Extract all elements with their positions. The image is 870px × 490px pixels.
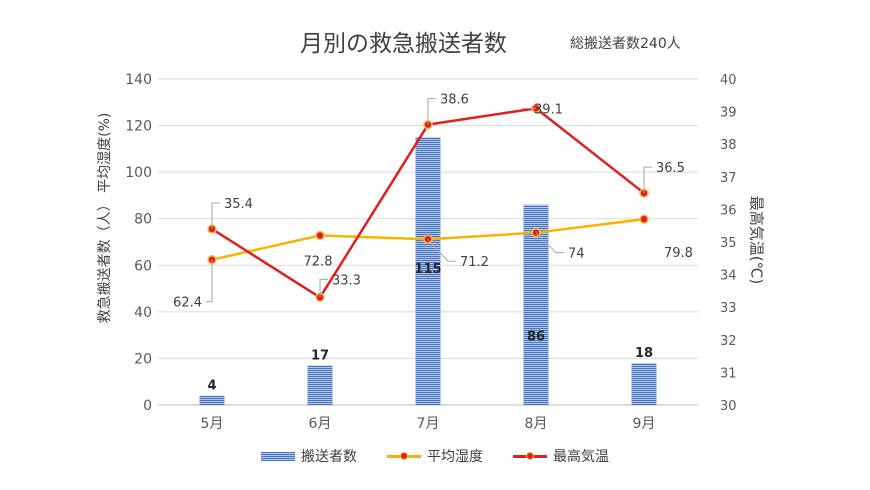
left-tick-label: 80 <box>134 212 152 228</box>
left-tick-label: 140 <box>125 72 152 88</box>
legend-label-humidity: 平均湿度 <box>427 449 483 465</box>
right-tick-label: 31 <box>720 366 737 381</box>
bar-value-label: 18 <box>635 346 653 361</box>
x-tick-label: 6月 <box>309 416 332 432</box>
right-tick-label: 36 <box>720 203 737 218</box>
right-tick-label: 35 <box>720 236 737 251</box>
legend: 搬送者数 平均湿度 最高気温 <box>0 446 870 466</box>
humidity-value-label: 79.8 <box>664 246 693 261</box>
right-tick-label: 37 <box>720 171 737 186</box>
humidity-value-label: 62.4 <box>173 296 202 311</box>
legend-label-transport: 搬送者数 <box>301 449 357 465</box>
leader-line <box>427 238 456 262</box>
right-tick-label: 32 <box>720 334 737 349</box>
point-humidity <box>639 214 649 224</box>
temperature-value-label: 36.5 <box>656 161 685 176</box>
leader-line <box>643 166 652 194</box>
left-axis-label: 救急搬送者数（人） 平均湿度(%) <box>97 112 113 324</box>
x-tick-label: 5月 <box>201 416 224 432</box>
legend-label-temperature: 最高気温 <box>553 449 609 465</box>
chart-title: 月別の救急搬送者数 <box>300 31 507 57</box>
legend-item-transport: 搬送者数 <box>261 446 357 466</box>
bar-transport <box>415 137 441 405</box>
bar-transport <box>631 363 657 405</box>
left-tick-label: 100 <box>125 165 152 181</box>
point-humidity <box>315 230 325 241</box>
right-tick-label: 34 <box>720 269 737 284</box>
temperature-value-label: 35.4 <box>224 197 253 212</box>
legend-bar-swatch <box>261 451 295 461</box>
right-axis-label: 最高気温(℃) <box>747 195 766 285</box>
humidity-value-label: 71.2 <box>460 255 489 270</box>
right-tick-label: 40 <box>720 73 737 88</box>
bar-transport <box>523 204 549 405</box>
bar-transport <box>199 395 225 405</box>
chart-subtitle: 総搬送者数240人 <box>570 36 681 52</box>
leader-line <box>535 232 564 254</box>
left-tick-label: 60 <box>134 258 152 274</box>
left-tick-label: 120 <box>125 119 152 135</box>
right-tick-label: 39 <box>720 106 737 121</box>
right-tick-label: 30 <box>720 399 737 414</box>
x-tick-label: 9月 <box>633 416 656 432</box>
bar-transport <box>307 365 333 405</box>
left-tick-label: 40 <box>134 305 152 321</box>
left-tick-label: 0 <box>143 398 152 414</box>
legend-line-swatch-humidity <box>387 449 421 463</box>
bar-value-label: 86 <box>527 330 545 345</box>
right-tick-label: 38 <box>720 138 737 153</box>
temperature-value-label: 38.6 <box>440 93 469 108</box>
legend-item-temperature: 最高気温 <box>513 446 609 466</box>
left-tick-label: 20 <box>134 351 152 367</box>
bar-value-label: 4 <box>207 379 216 394</box>
humidity-value-label: 72.8 <box>304 254 333 269</box>
temperature-value-label: 33.3 <box>332 273 361 288</box>
leader-line <box>206 259 213 303</box>
leader-line <box>211 202 220 229</box>
x-tick-label: 8月 <box>525 416 548 432</box>
humidity-value-label: 74 <box>568 247 585 262</box>
x-tick-label: 7月 <box>417 416 440 432</box>
leader-line <box>427 98 436 125</box>
right-tick-label: 33 <box>720 301 737 316</box>
bar-value-label: 17 <box>311 348 329 363</box>
legend-item-humidity: 平均湿度 <box>387 446 483 466</box>
temperature-value-label: 39.1 <box>534 102 563 117</box>
leader-line <box>319 278 328 298</box>
legend-line-swatch-temperature <box>513 449 547 463</box>
bar-value-label: 115 <box>414 262 441 277</box>
